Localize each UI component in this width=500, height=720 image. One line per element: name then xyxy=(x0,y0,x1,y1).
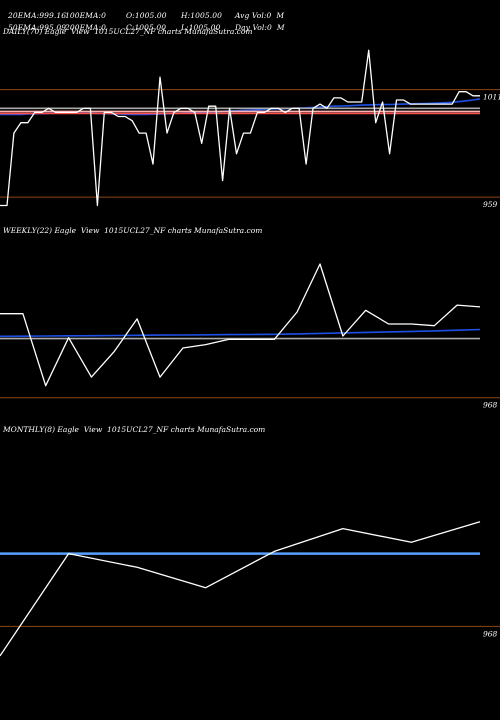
header-row-2-col4: L:1005.00 xyxy=(176,14,220,32)
y-tick-label: 1011 xyxy=(483,93,500,102)
high-value: 1005.00 xyxy=(190,11,222,20)
header-row-1-col2: 100EMA:0 xyxy=(60,2,106,20)
ema100-value: 0 xyxy=(101,11,106,20)
header-row-2-col2: 200EMA:0 xyxy=(60,14,106,32)
monthly-panel-title: MONTHLY(8) Eagle View 1015UCL27_NF chart… xyxy=(3,425,266,434)
ema100-label: 100EMA: xyxy=(64,11,102,20)
header-row-1-col4: H:1005.00 xyxy=(176,2,222,20)
daily-panel-title: DAILY(70) Eagle View 1015UCL27_NF charts… xyxy=(3,27,253,36)
price-line xyxy=(0,49,480,207)
high-label: H: xyxy=(180,11,191,20)
low-label: L: xyxy=(180,23,189,32)
low-value: 1005.00 xyxy=(188,23,221,32)
header-row-2-col3: C:1005.00 xyxy=(121,14,166,32)
day-vol-value: 0 M xyxy=(267,23,285,32)
open-label: O: xyxy=(125,11,135,20)
ema20-label: 20EMA: xyxy=(7,11,40,20)
day-vol-label: Day Vol: xyxy=(234,23,268,32)
close-label: C: xyxy=(125,23,135,32)
y-tick-label: 959 xyxy=(483,200,498,209)
open-value: 1005.00 xyxy=(134,11,167,20)
ema50-label: 50EMA: xyxy=(7,23,40,32)
header-row-1-col3: O:1005.00 xyxy=(121,2,167,20)
y-tick-label: 968 xyxy=(483,401,498,410)
header-row-2: 50EMA:995.09 xyxy=(3,14,66,32)
y-tick-label: 968 xyxy=(483,629,498,638)
close-value: 1005.00 xyxy=(134,23,167,32)
weekly-panel-title: WEEKLY(22) Eagle View 1015UCL27_NF chart… xyxy=(3,226,263,235)
price-line xyxy=(0,263,481,387)
header-row-1-col5: Avg Vol:0 M xyxy=(230,2,284,20)
ema20-value: 999.16 xyxy=(39,11,67,20)
ema200-label: 200EMA: xyxy=(64,23,102,32)
avg-vol-label: Avg Vol: xyxy=(234,11,267,20)
ema200-value: 0 xyxy=(101,23,106,32)
ema-line xyxy=(0,328,481,338)
header-row-1: 20EMA:999.16 xyxy=(3,2,66,20)
avg-vol-value: 0 M xyxy=(266,11,285,20)
header-row-2-col5: Day Vol:0 M xyxy=(230,14,285,32)
price-line xyxy=(0,521,481,657)
ema50-value: 995.09 xyxy=(39,23,67,32)
